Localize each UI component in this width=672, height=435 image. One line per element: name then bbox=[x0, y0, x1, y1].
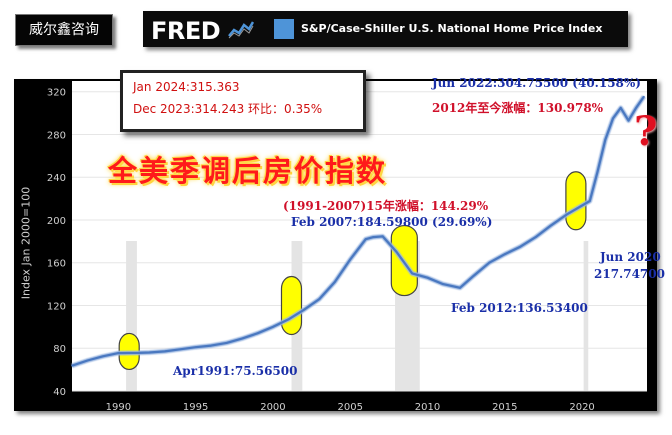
data-point bbox=[459, 287, 461, 289]
fred-logo[interactable]: FRED bbox=[151, 17, 221, 45]
y-tick-label-80: 80 bbox=[53, 344, 66, 355]
y-tick-label-280: 280 bbox=[47, 130, 66, 141]
data-point bbox=[596, 171, 599, 173]
annotation-since-2012: 2012年至今涨幅：130.978% bbox=[432, 101, 604, 115]
recession-band-3 bbox=[583, 241, 589, 391]
y-tick-label-240: 240 bbox=[47, 173, 66, 184]
data-point bbox=[473, 274, 475, 277]
data-point bbox=[148, 351, 151, 354]
data-point bbox=[241, 337, 243, 340]
data-point bbox=[179, 348, 181, 351]
y-tick-label-120: 120 bbox=[47, 301, 66, 312]
data-point bbox=[163, 350, 166, 353]
x-tick-label-1990: 1990 bbox=[106, 402, 131, 413]
annotation-jun-2020-value: 217.74700 bbox=[594, 267, 665, 281]
x-tick-label-2000: 2000 bbox=[260, 402, 285, 413]
annotation-feb-2007: Feb 2007:184.59800 (29.69%) bbox=[291, 215, 493, 229]
data-point bbox=[604, 138, 607, 141]
data-point bbox=[612, 117, 614, 120]
data-point bbox=[395, 251, 398, 253]
x-tick-label-2010: 2010 bbox=[415, 402, 440, 413]
data-point bbox=[565, 213, 568, 216]
annotation-apr-1991: Apr1991:75.56500 bbox=[173, 364, 298, 378]
data-point bbox=[488, 261, 491, 264]
legend-swatch bbox=[274, 19, 294, 39]
data-point bbox=[635, 106, 637, 109]
series-line-halo bbox=[71, 95, 646, 368]
overlay-title: 全美季调后房价指数 bbox=[108, 154, 388, 188]
data-point bbox=[426, 276, 429, 279]
data-point bbox=[411, 272, 413, 275]
data-point bbox=[503, 253, 506, 255]
latest-value-box: Jan 2024:315.363 Dec 2023:314.243 环比：0.3… bbox=[120, 70, 366, 132]
data-point bbox=[194, 346, 197, 348]
data-point bbox=[381, 235, 384, 238]
fred-header: FRED S&P/Case-Shiller U.S. National Home… bbox=[143, 11, 628, 47]
data-point bbox=[102, 355, 104, 358]
data-point bbox=[619, 107, 622, 109]
data-point bbox=[272, 326, 274, 328]
series-title: S&P/Case-Shiller U.S. National Home Pric… bbox=[301, 22, 603, 35]
data-point bbox=[303, 308, 305, 311]
highlight-marker-3 bbox=[565, 171, 587, 231]
data-point bbox=[117, 352, 120, 354]
plot-area bbox=[72, 81, 647, 391]
data-point bbox=[137, 352, 140, 354]
latest-value: Jan 2024:315.363 bbox=[133, 80, 240, 94]
data-point bbox=[589, 200, 591, 202]
data-point bbox=[519, 245, 522, 248]
x-tick-label-2015: 2015 bbox=[492, 402, 517, 413]
data-point bbox=[333, 281, 336, 283]
recession-band-0 bbox=[126, 241, 137, 391]
y-tick-label-320: 320 bbox=[47, 88, 66, 99]
question-mark: ? bbox=[634, 108, 658, 155]
data-point bbox=[256, 332, 259, 335]
y-tick-label-200: 200 bbox=[47, 216, 66, 227]
data-point bbox=[627, 119, 630, 122]
highlight-marker-1 bbox=[280, 275, 303, 336]
data-point bbox=[86, 359, 89, 362]
annotation-jun-2020-date: Jun 2020 bbox=[600, 250, 661, 264]
data-point bbox=[287, 318, 290, 321]
sparkline-icon bbox=[228, 21, 254, 39]
data-point bbox=[372, 236, 375, 238]
data-point bbox=[550, 224, 552, 227]
data-point bbox=[364, 238, 367, 241]
data-point bbox=[210, 344, 212, 347]
y-tick-label-160: 160 bbox=[47, 259, 66, 270]
data-point bbox=[225, 342, 228, 344]
annotation-peak-2022: Jun 2022:304.75500 (40.158%) bbox=[432, 76, 641, 90]
annotation-1991-2007: (1991-2007)15年涨幅：144.29% bbox=[283, 199, 489, 213]
x-tick-label-2005: 2005 bbox=[337, 402, 362, 413]
data-point bbox=[71, 364, 73, 367]
annotation-feb-2012: Feb 2012:136.53400 bbox=[451, 301, 588, 315]
previous-value: Dec 2023:314.243 环比：0.35% bbox=[133, 102, 323, 116]
x-tick-label-1995: 1995 bbox=[183, 402, 208, 413]
data-point bbox=[318, 298, 321, 300]
y-tick-label-40: 40 bbox=[53, 387, 66, 398]
data-point bbox=[534, 236, 537, 238]
series-line bbox=[71, 95, 645, 367]
data-point bbox=[643, 95, 645, 98]
x-tick-label-2020: 2020 bbox=[569, 402, 594, 413]
data-point bbox=[442, 283, 444, 285]
brand-label: 威尔鑫咨询 bbox=[15, 14, 113, 46]
data-point bbox=[349, 258, 352, 261]
